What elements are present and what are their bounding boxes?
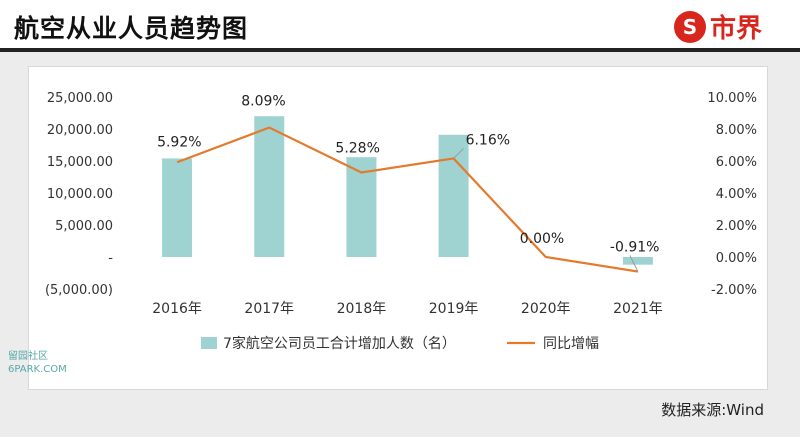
header-divider	[0, 48, 800, 52]
x-axis-tick-label: 2019年	[429, 301, 479, 317]
left-axis-tick-label: (5,000.00)	[45, 283, 113, 298]
right-axis-tick-label: 4.00%	[716, 187, 757, 202]
x-axis-tick-label: 2016年	[152, 301, 202, 317]
x-axis-tick-label: 2018年	[337, 301, 387, 317]
line-series	[176, 126, 639, 273]
left-axis-tick-label: 25,000.00	[47, 91, 113, 106]
right-axis-tick-label: 10.00%	[707, 91, 757, 106]
legend-label-line: 同比增幅	[543, 336, 599, 352]
x-axis-tick-label: 2017年	[244, 301, 294, 317]
left-axis-tick-label: 15,000.00	[47, 155, 113, 170]
bar	[346, 157, 377, 257]
line-data-label: 5.92%	[157, 134, 201, 150]
line-data-label: 0.00%	[520, 231, 564, 247]
left-axis-tick-label: 5,000.00	[55, 219, 113, 234]
line-data-label: 6.16%	[466, 132, 510, 148]
line-data-label: 5.28%	[335, 141, 379, 157]
left-axis-tick-label: 20,000.00	[47, 123, 113, 138]
chart-panel: (5,000.00) - 5,000.00 10,000.00 15,000.00 20,…	[28, 66, 768, 390]
line-data-label: -0.91%	[610, 240, 660, 256]
logo-text: 市界	[709, 14, 762, 44]
right-axis-tick-label: 2.00%	[716, 219, 757, 234]
bar	[622, 257, 653, 265]
legend-label-bar: 7家航空公司员工合计增加人数（名）	[223, 335, 456, 352]
logo-icon: S	[673, 10, 706, 43]
watermark: 留园社区 6PARK.COM	[8, 350, 67, 376]
left-axis-tick-label: 10,000.00	[47, 187, 113, 202]
data-label-leader	[453, 148, 464, 159]
watermark-line: 6PARK.COM	[8, 364, 67, 375]
right-axis-tick-label: 8.00%	[716, 123, 757, 138]
bar	[162, 158, 193, 257]
right-axis-tick-label: 6.00%	[716, 155, 757, 170]
right-axis-tick-label: 0.00%	[716, 251, 757, 266]
page-title: 航空从业人员趋势图	[14, 14, 249, 43]
brand-logo: S 市界	[673, 8, 762, 45]
left-axis-tick-label: -	[108, 251, 113, 266]
x-axis-tick-label: 2020年	[521, 301, 571, 317]
data-label-leader	[629, 255, 639, 272]
combo-chart: (5,000.00) - 5,000.00 10,000.00 15,000.00 20,…	[45, 91, 757, 352]
x-axis-tick-label: 2021年	[613, 301, 663, 317]
right-axis-tick-label: -2.00%	[711, 283, 757, 298]
line-data-label: 8.09%	[241, 94, 285, 110]
source-note: 数据来源:Wind	[661, 401, 764, 419]
legend-swatch-bar	[201, 337, 217, 349]
bar	[254, 116, 285, 257]
bar	[438, 134, 469, 257]
header: 航空从业人员趋势图 S 市界	[0, 0, 800, 52]
watermark-line: 留园社区	[8, 351, 48, 362]
